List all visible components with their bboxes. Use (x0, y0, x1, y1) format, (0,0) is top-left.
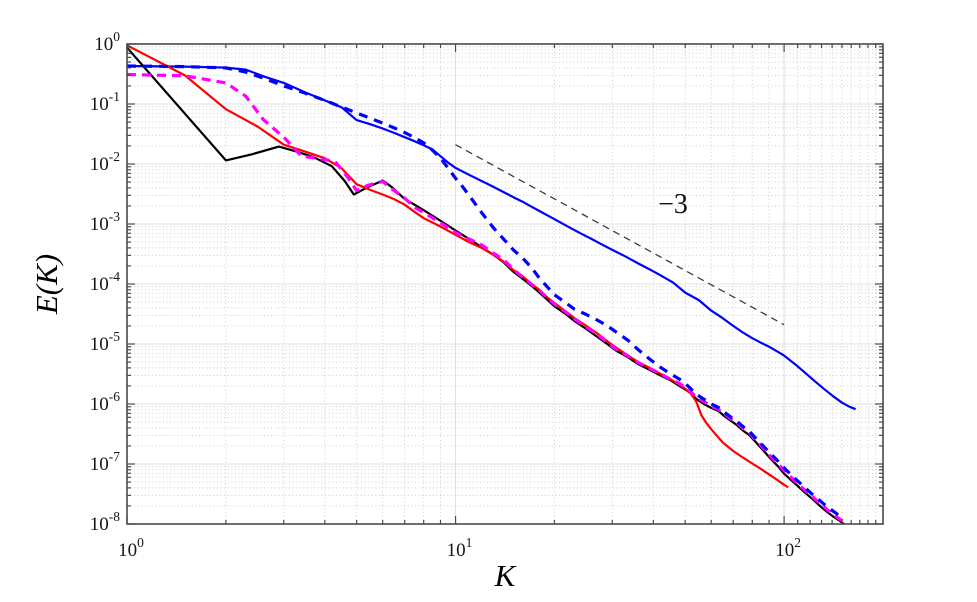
slope-annotation: −3 (658, 189, 688, 220)
series-blue-dashed (126, 64, 845, 520)
axes-box-and-ticks (126, 43, 884, 525)
tick-labels: 100 101 102 100 10-1 10-2 10-3 10-4 10-5 10-6 10-7… (90, 29, 801, 561)
series-black-solid (126, 46, 845, 525)
y-tick-label-10e-5: 10-5 (90, 329, 120, 355)
series-magenta-dashed (126, 72, 845, 523)
x-axis-label: K (494, 558, 518, 593)
reference-line-slope-minus-3 (455, 144, 785, 326)
y-tick-label-10e-4: 10-4 (90, 269, 120, 295)
x-tick-label-10e2: 102 (775, 535, 801, 561)
x-tick-label-10e1: 101 (447, 535, 473, 561)
y-tick-label-10e-1: 10-1 (90, 89, 120, 115)
y-tick-label-10e-3: 10-3 (90, 209, 120, 235)
series-red-solid (126, 44, 789, 489)
spectrum-curves (126, 44, 857, 525)
y-tick-label-10e-7: 10-7 (90, 449, 120, 475)
major-gridlines (127, 44, 883, 524)
series-blue-solid (126, 64, 857, 411)
y-tick-label-10e0: 100 (94, 29, 120, 55)
minor-gridlines (127, 44, 883, 524)
y-axis-label: E(K) (29, 254, 64, 315)
y-tick-label-10e-6: 10-6 (90, 389, 120, 415)
reference-slope-line (455, 144, 785, 326)
x-tick-label-10e0: 100 (118, 535, 144, 561)
y-tick-label-10e-2: 10-2 (90, 149, 120, 175)
y-tick-label-10e-8: 10-8 (90, 509, 120, 535)
